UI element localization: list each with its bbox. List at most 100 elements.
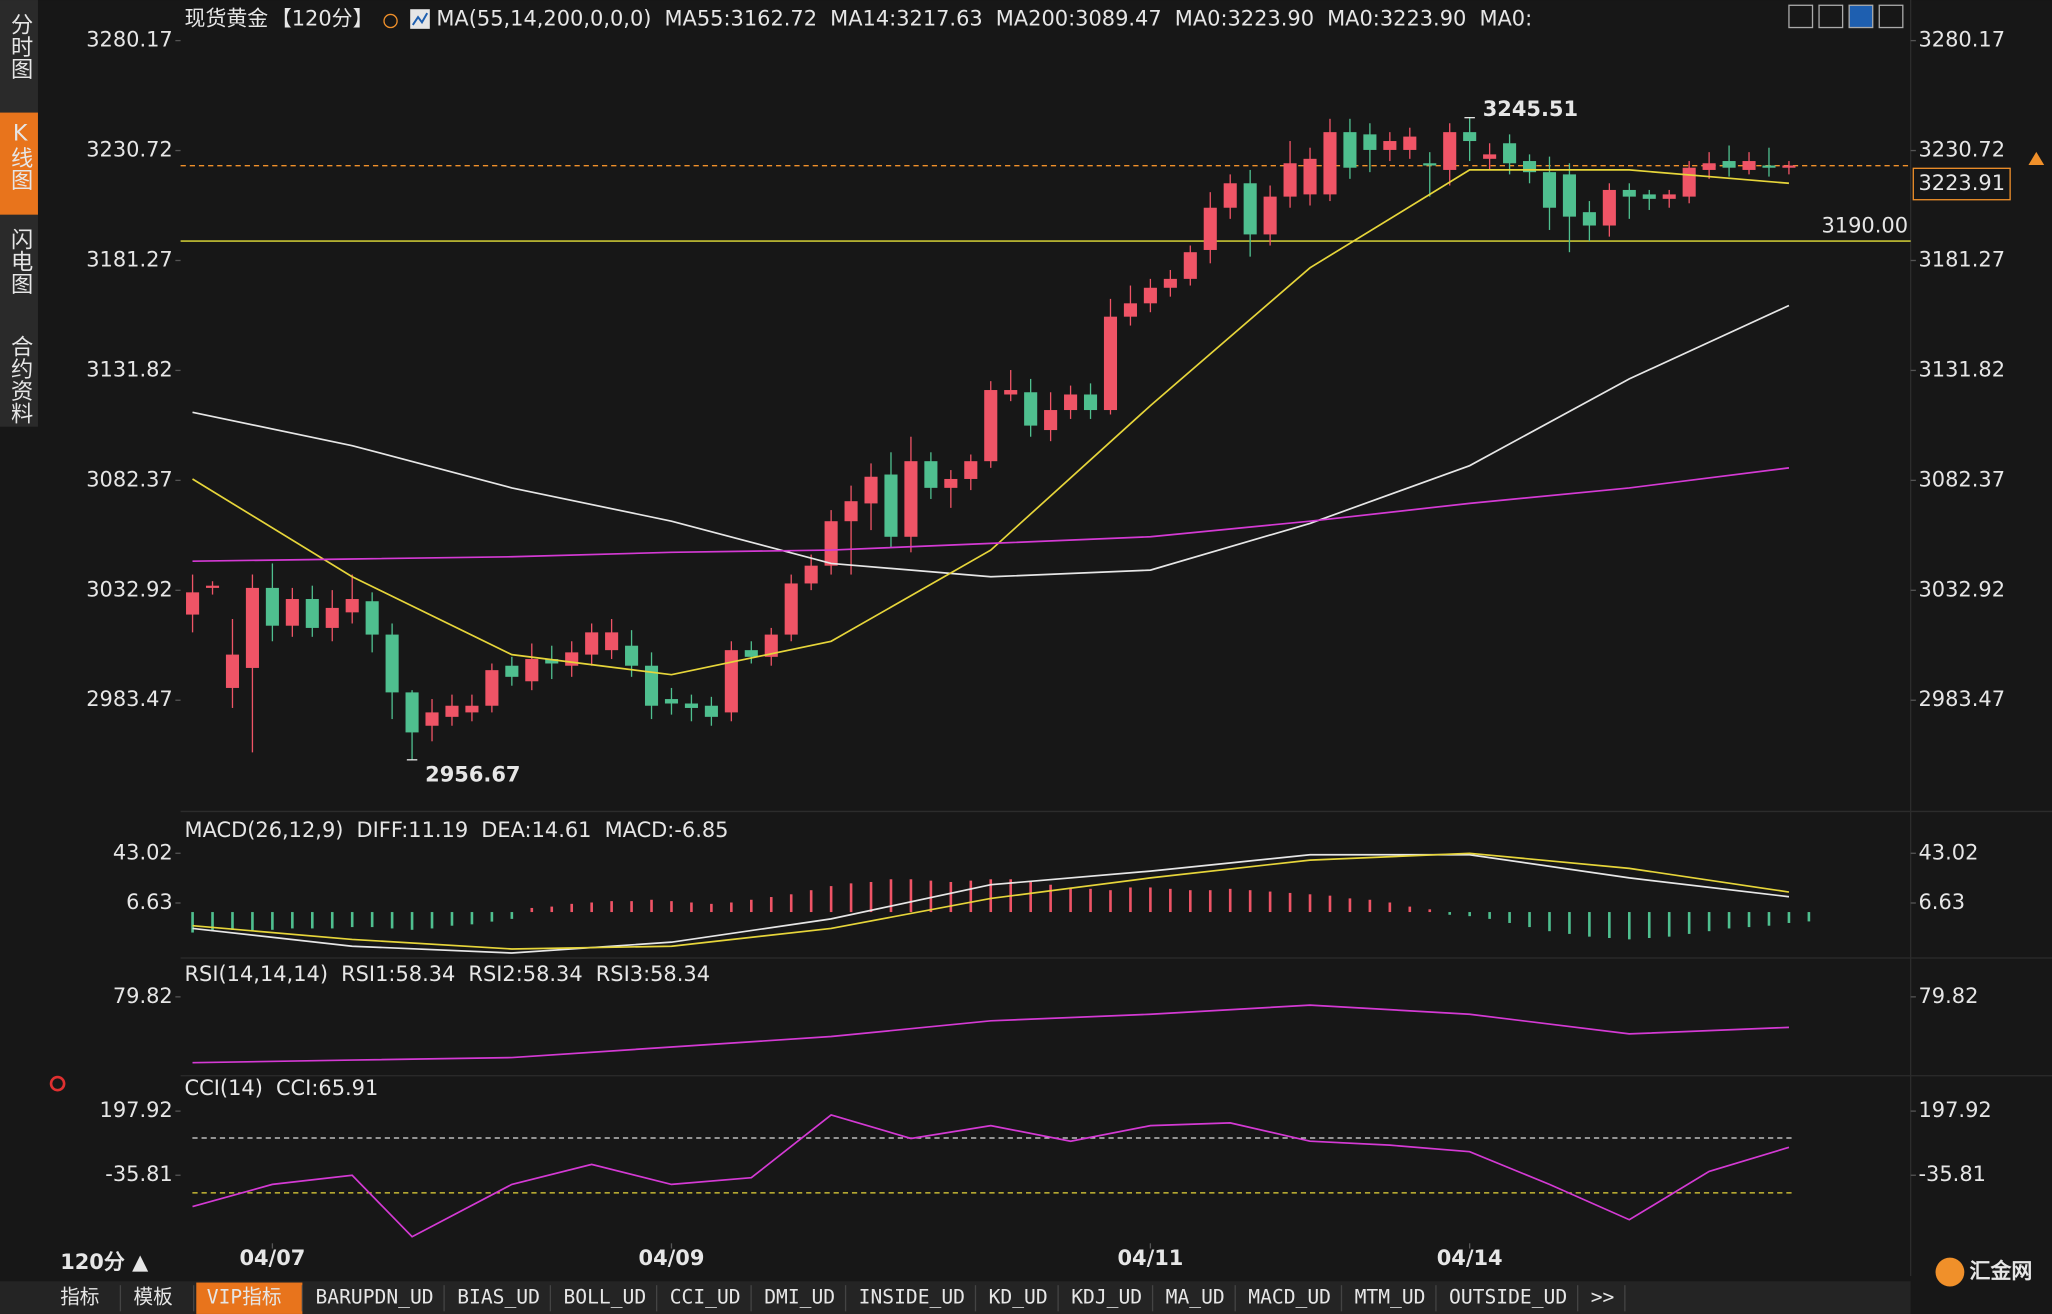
chart-title: MACD(26,12,9)	[185, 818, 344, 842]
y-tick-label: 3131.82	[86, 357, 173, 381]
icon[interactable]	[1818, 4, 1844, 29]
tab-bg[interactable]	[123, 1282, 194, 1314]
tab-bg[interactable]	[753, 1282, 846, 1314]
toolbar-icons[interactable]	[1788, 4, 1904, 29]
tab-bg[interactable]	[1060, 1282, 1153, 1314]
tab-bg[interactable]	[1580, 1282, 1625, 1314]
tab[interactable]: KD_UD	[978, 1282, 1059, 1314]
tab[interactable]: VIP指标	[196, 1282, 304, 1314]
y-tick-label: 3181.27	[86, 247, 173, 271]
tab[interactable]: >>	[1580, 1282, 1626, 1314]
tab-label[interactable]: MA_UD	[1166, 1286, 1225, 1309]
tab-bg[interactable]	[978, 1282, 1059, 1314]
candle-body	[1463, 132, 1477, 142]
tab-label[interactable]: MTM_UD	[1355, 1286, 1426, 1309]
y-tick-label: 3032.92	[1919, 577, 2006, 601]
tab[interactable]: MA_UD	[1155, 1282, 1236, 1314]
candle-body	[425, 712, 439, 726]
chart-title: 现货黄金	[185, 7, 269, 31]
candle-body	[1522, 161, 1537, 173]
tab-label[interactable]: BIAS_UD	[457, 1286, 540, 1309]
candle-body	[1303, 158, 1317, 195]
candle-body	[1183, 252, 1197, 279]
candle-body	[764, 634, 778, 657]
legend-entry: RSI3:58.34	[596, 962, 710, 986]
sidebar-item[interactable]: K线图	[7, 120, 33, 191]
tab-bg[interactable]	[196, 1282, 303, 1314]
tab[interactable]: 模板	[123, 1282, 195, 1314]
tab-label[interactable]: INSIDE_UD	[859, 1286, 965, 1309]
indicator-line	[192, 1004, 1789, 1064]
tab[interactable]: BOLL_UD	[552, 1282, 658, 1314]
tab[interactable]: INSIDE_UD	[848, 1282, 977, 1314]
sidebar-item[interactable]: 合约资料	[7, 335, 33, 425]
tab-label[interactable]: KDJ_UD	[1071, 1286, 1142, 1309]
tab-bg[interactable]	[848, 1282, 976, 1314]
sidebar-item[interactable]: 分时图	[7, 13, 33, 80]
candle-body	[405, 692, 419, 733]
candle-body	[1103, 316, 1118, 411]
tab[interactable]: MACD_UD	[1237, 1282, 1343, 1314]
tab-label[interactable]: DMI_UD	[764, 1286, 835, 1309]
legend-entry: DIFF:11.19	[357, 818, 469, 842]
candle-body	[505, 665, 519, 677]
candle-body	[944, 478, 958, 488]
tab[interactable]: DMI_UD	[753, 1282, 847, 1314]
icon[interactable]	[1788, 4, 1814, 29]
icon[interactable]	[1878, 4, 1904, 29]
tab-bg[interactable]	[552, 1282, 657, 1314]
candle-body	[844, 501, 858, 522]
y-tick-label: -35.81	[105, 1162, 172, 1186]
tab-label[interactable]: BOLL_UD	[563, 1286, 646, 1309]
legend-entry: MA200:3089.47	[996, 7, 1162, 31]
candle-body	[325, 607, 339, 628]
crosshair-icon[interactable]	[383, 13, 398, 29]
tab-bg[interactable]	[446, 1282, 551, 1314]
tab[interactable]: KDJ_UD	[1060, 1282, 1154, 1314]
candle-body	[1223, 183, 1237, 208]
y-tick-label: 3082.37	[86, 467, 173, 491]
tab-label[interactable]: BARUPDN_UD	[315, 1286, 433, 1309]
tab-bg[interactable]	[1155, 1282, 1236, 1314]
legend-entry: MACD:-6.85	[605, 818, 729, 842]
tab-label[interactable]: KD_UD	[989, 1286, 1048, 1309]
icon[interactable]	[1848, 4, 1874, 29]
candle-body	[1004, 390, 1018, 395]
tab-bg[interactable]	[1237, 1282, 1342, 1314]
candle-body	[1143, 287, 1157, 304]
candle-body	[345, 599, 359, 613]
logo: 汇金网	[1970, 1259, 2033, 1283]
tab-bg[interactable]	[49, 1282, 121, 1314]
tab-label[interactable]: 模板	[133, 1286, 172, 1309]
tab-label[interactable]: OUTSIDE_UD	[1449, 1286, 1567, 1309]
tab-label[interactable]: >>	[1591, 1286, 1615, 1309]
legend-entry: RSI2:58.34	[468, 962, 582, 986]
tab-label[interactable]: VIP指标	[207, 1286, 282, 1309]
candle-body	[385, 634, 399, 693]
period-button[interactable]: 120分 ▲	[60, 1250, 149, 1274]
tab[interactable]: BARUPDN_UD	[305, 1282, 445, 1314]
candle-body	[1702, 163, 1716, 170]
sidebar-item[interactable]: 闪电图	[7, 227, 33, 294]
indicator-line	[192, 467, 1790, 563]
candle-body	[1283, 163, 1297, 197]
tab-bg[interactable]	[1438, 1282, 1578, 1314]
tab-bg[interactable]	[659, 1282, 752, 1314]
tab[interactable]: MTM_UD	[1344, 1282, 1437, 1314]
tab[interactable]: CCI_UD	[659, 1282, 752, 1314]
candle-body	[924, 461, 938, 488]
tab[interactable]: 指标	[49, 1282, 122, 1314]
tab-label[interactable]: CCI_UD	[670, 1286, 741, 1309]
candle-body	[1423, 163, 1437, 166]
tab-label[interactable]: MACD_UD	[1248, 1286, 1331, 1309]
candle-body	[625, 645, 639, 666]
x-tick-label: 04/09	[639, 1246, 705, 1270]
logo-icon	[1935, 1257, 1965, 1287]
tab-bg[interactable]	[305, 1282, 445, 1314]
tab-bg[interactable]	[1344, 1282, 1436, 1314]
tab[interactable]: OUTSIDE_UD	[1438, 1282, 1579, 1314]
tab-label[interactable]: 指标	[60, 1286, 99, 1309]
indicator-line	[192, 852, 1790, 950]
sidebar-active[interactable]	[0, 112, 38, 215]
tab[interactable]: BIAS_UD	[446, 1282, 552, 1314]
